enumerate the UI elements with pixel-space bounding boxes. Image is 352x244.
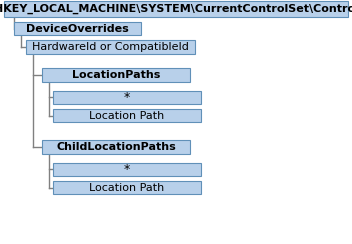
Text: HKEY_LOCAL_MACHINE\SYSTEM\CurrentControlSet\Control: HKEY_LOCAL_MACHINE\SYSTEM\CurrentControl… xyxy=(0,4,352,14)
FancyBboxPatch shape xyxy=(53,109,201,122)
Text: HardwareId or CompatibleId: HardwareId or CompatibleId xyxy=(32,42,189,52)
FancyBboxPatch shape xyxy=(4,1,348,17)
FancyBboxPatch shape xyxy=(53,91,201,104)
Text: ChildLocationPaths: ChildLocationPaths xyxy=(56,142,176,152)
FancyBboxPatch shape xyxy=(14,22,141,35)
Text: DeviceOverrides: DeviceOverrides xyxy=(26,24,129,34)
Text: Location Path: Location Path xyxy=(89,111,164,121)
FancyBboxPatch shape xyxy=(53,181,201,194)
Text: LocationPaths: LocationPaths xyxy=(72,70,161,80)
FancyBboxPatch shape xyxy=(53,163,201,176)
FancyBboxPatch shape xyxy=(42,140,190,154)
Text: *: * xyxy=(124,163,130,176)
FancyBboxPatch shape xyxy=(26,40,195,54)
FancyBboxPatch shape xyxy=(42,68,190,82)
Text: *: * xyxy=(124,91,130,104)
Text: Location Path: Location Path xyxy=(89,183,164,193)
